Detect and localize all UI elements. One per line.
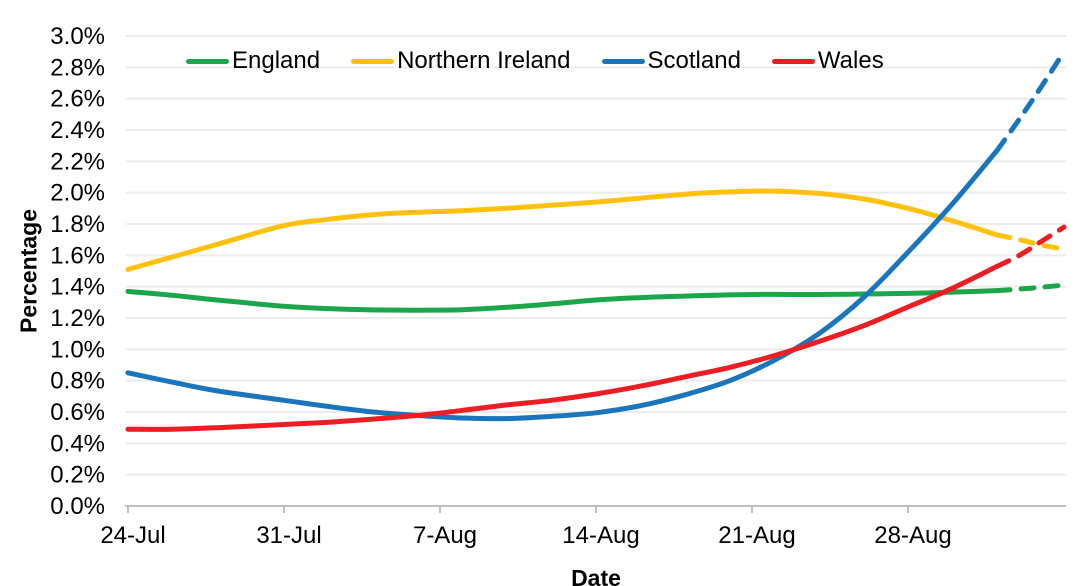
x-tick-label: 7-Aug	[413, 522, 477, 549]
legend-label-scotland: Scotland	[647, 47, 741, 74]
y-tick-label: 1.2%	[50, 305, 105, 332]
y-tick-label: 0.2%	[50, 462, 105, 489]
legend-swatch-wales	[771, 58, 815, 64]
series-line-wales	[125, 263, 1000, 432]
y-tick-label: 0.0%	[50, 493, 105, 520]
legend-label-northern-ireland: Northern Ireland	[397, 47, 571, 74]
y-tick-label: 0.6%	[50, 399, 105, 426]
y-tick-label: 1.4%	[50, 274, 105, 301]
legend-swatch-northern-ireland	[351, 58, 395, 64]
legend-swatch-scotland	[601, 58, 645, 64]
x-tick-label: 28-Aug	[874, 522, 951, 549]
y-tick-label: 2.4%	[50, 117, 105, 144]
y-tick-label: 1.0%	[50, 336, 105, 363]
y-tick-label: 2.6%	[50, 86, 105, 113]
y-tick-label: 0.4%	[50, 430, 105, 457]
x-tick-label: 24-Jul	[100, 522, 165, 549]
series-forecast-line-england	[994, 282, 1067, 294]
legend-swatch-england	[186, 58, 229, 64]
y-tick-label: 1.8%	[50, 211, 105, 238]
y-tick-label: 2.2%	[50, 148, 105, 175]
y-tick-label: 0.8%	[50, 368, 105, 395]
legend-item-northern-ireland: Northern Ireland	[351, 47, 571, 74]
chart-legend: England Northern Ireland Scotland Wales	[186, 49, 884, 73]
legend-label-wales: Wales	[817, 47, 884, 74]
legend-item-wales: Wales	[771, 47, 884, 74]
x-tick-label: 31-Jul	[256, 522, 321, 549]
x-tick-label: 21-Aug	[718, 522, 795, 549]
x-axis-title: Date	[571, 565, 621, 586]
series-forecast-line-wales	[994, 224, 1067, 269]
series-line-england	[125, 288, 1000, 313]
y-tick-label: 2.8%	[50, 54, 105, 81]
y-tick-label: 1.6%	[50, 242, 105, 269]
series-line-northern-ireland	[125, 188, 1000, 272]
legend-item-england: England	[186, 49, 320, 73]
y-tick-label: 3.0%	[50, 23, 105, 50]
x-tick-label: 14-Aug	[562, 522, 639, 549]
y-tick-label: 2.0%	[50, 180, 105, 207]
legend-item-scotland: Scotland	[601, 47, 741, 74]
series-line-scotland	[125, 147, 1000, 422]
y-axis-title: Percentage	[15, 208, 42, 334]
legend-label-england: England	[232, 47, 321, 74]
series-forecast-line-northern-ireland	[994, 232, 1067, 252]
series-forecast-line-scotland	[994, 49, 1067, 153]
